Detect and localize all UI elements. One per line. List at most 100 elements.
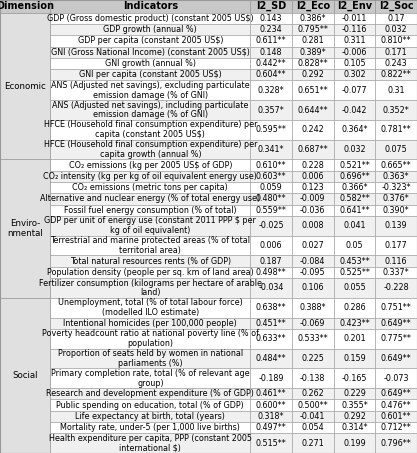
- Bar: [375, 47, 417, 58]
- Bar: [375, 318, 417, 329]
- Bar: [250, 171, 292, 182]
- Text: CO₂ emissions (metric tons per capita): CO₂ emissions (metric tons per capita): [73, 183, 228, 192]
- Bar: [50, 35, 250, 47]
- Bar: [292, 69, 334, 81]
- Bar: [250, 47, 292, 58]
- Bar: [292, 120, 334, 140]
- Text: 0.123: 0.123: [301, 183, 324, 192]
- Text: 0.105: 0.105: [343, 59, 366, 68]
- Bar: [250, 255, 292, 267]
- Text: 0.357*: 0.357*: [258, 106, 284, 115]
- Bar: [250, 278, 292, 298]
- Text: 0.059: 0.059: [260, 183, 282, 192]
- Bar: [375, 69, 417, 81]
- Text: 0.314*: 0.314*: [341, 423, 368, 432]
- Bar: [250, 24, 292, 35]
- Text: 0.810**: 0.810**: [381, 36, 412, 45]
- Text: Alternative and nuclear energy (% of total energy use): Alternative and nuclear energy (% of tot…: [40, 194, 260, 203]
- Text: Economic: Economic: [4, 82, 46, 91]
- Bar: [334, 422, 375, 433]
- Bar: [292, 35, 334, 47]
- Text: 0.054: 0.054: [301, 423, 324, 432]
- Bar: [375, 159, 417, 171]
- Bar: [334, 81, 375, 100]
- Text: 0.388*: 0.388*: [299, 303, 326, 312]
- Bar: [375, 182, 417, 193]
- Bar: [375, 171, 417, 182]
- Text: Enviro-
nmental: Enviro- nmental: [8, 219, 43, 238]
- Bar: [292, 267, 334, 278]
- Text: 0.139: 0.139: [385, 221, 407, 230]
- Text: 0.171: 0.171: [385, 48, 407, 57]
- Bar: [292, 255, 334, 267]
- Text: 0.328*: 0.328*: [258, 86, 284, 95]
- Text: 0.390*: 0.390*: [383, 206, 409, 215]
- Text: 0.595**: 0.595**: [256, 125, 286, 135]
- Text: 0.159: 0.159: [343, 354, 366, 363]
- Bar: [375, 58, 417, 69]
- Text: -0.138: -0.138: [300, 374, 325, 383]
- Text: 0.533**: 0.533**: [297, 334, 328, 343]
- Text: 0.453**: 0.453**: [339, 256, 370, 265]
- Text: -0.036: -0.036: [300, 206, 325, 215]
- Bar: [375, 35, 417, 47]
- Bar: [375, 267, 417, 278]
- Text: 0.281: 0.281: [301, 36, 324, 45]
- Text: 0.286: 0.286: [343, 303, 366, 312]
- Text: GDP growth (annual %): GDP growth (annual %): [103, 25, 197, 34]
- Text: 0.228: 0.228: [301, 161, 324, 169]
- Bar: [334, 140, 375, 159]
- Text: 0.292: 0.292: [301, 70, 324, 79]
- Bar: [50, 24, 250, 35]
- Text: 0.641**: 0.641**: [339, 206, 370, 215]
- Text: 0.243: 0.243: [385, 59, 407, 68]
- Text: 0.796**: 0.796**: [381, 439, 412, 448]
- Bar: [334, 182, 375, 193]
- Bar: [292, 236, 334, 255]
- Text: 0.775**: 0.775**: [381, 334, 412, 343]
- Bar: [334, 69, 375, 81]
- Bar: [50, 411, 250, 422]
- Bar: [292, 278, 334, 298]
- Text: 0.187: 0.187: [260, 256, 282, 265]
- Text: 0.363*: 0.363*: [383, 172, 409, 181]
- Bar: [375, 140, 417, 159]
- Text: GDP per unit of energy use (constant 2011 PPP $ per
kg of oil equivalent): GDP per unit of energy use (constant 201…: [44, 217, 256, 235]
- Bar: [250, 400, 292, 411]
- Bar: [334, 329, 375, 348]
- Bar: [334, 171, 375, 182]
- Bar: [334, 35, 375, 47]
- Text: Health expenditure per capita, PPP (constant 2005
international $): Health expenditure per capita, PPP (cons…: [49, 434, 252, 453]
- Bar: [292, 47, 334, 58]
- Bar: [50, 69, 250, 81]
- Bar: [250, 368, 292, 388]
- Text: 0.341*: 0.341*: [258, 145, 284, 154]
- Text: I2_Soc: I2_Soc: [379, 1, 414, 11]
- Bar: [334, 400, 375, 411]
- Text: 0.177: 0.177: [385, 241, 407, 250]
- Bar: [0, 13, 50, 159]
- Bar: [375, 81, 417, 100]
- Bar: [334, 411, 375, 422]
- Bar: [292, 216, 334, 236]
- Bar: [50, 298, 250, 318]
- Text: 0.199: 0.199: [343, 439, 366, 448]
- Bar: [375, 411, 417, 422]
- Text: -0.189: -0.189: [258, 374, 284, 383]
- Text: 0.31: 0.31: [387, 86, 405, 95]
- Bar: [50, 255, 250, 267]
- Text: 0.423**: 0.423**: [339, 318, 370, 328]
- Text: -0.009: -0.009: [300, 194, 326, 203]
- Bar: [50, 182, 250, 193]
- Text: 0.242: 0.242: [301, 125, 324, 135]
- Bar: [50, 216, 250, 236]
- Bar: [334, 348, 375, 368]
- Bar: [292, 388, 334, 400]
- Bar: [375, 100, 417, 120]
- Bar: [50, 58, 250, 69]
- Text: 0.828**: 0.828**: [297, 59, 328, 68]
- Text: 0.148: 0.148: [260, 48, 282, 57]
- Bar: [334, 368, 375, 388]
- Bar: [292, 368, 334, 388]
- Bar: [375, 400, 417, 411]
